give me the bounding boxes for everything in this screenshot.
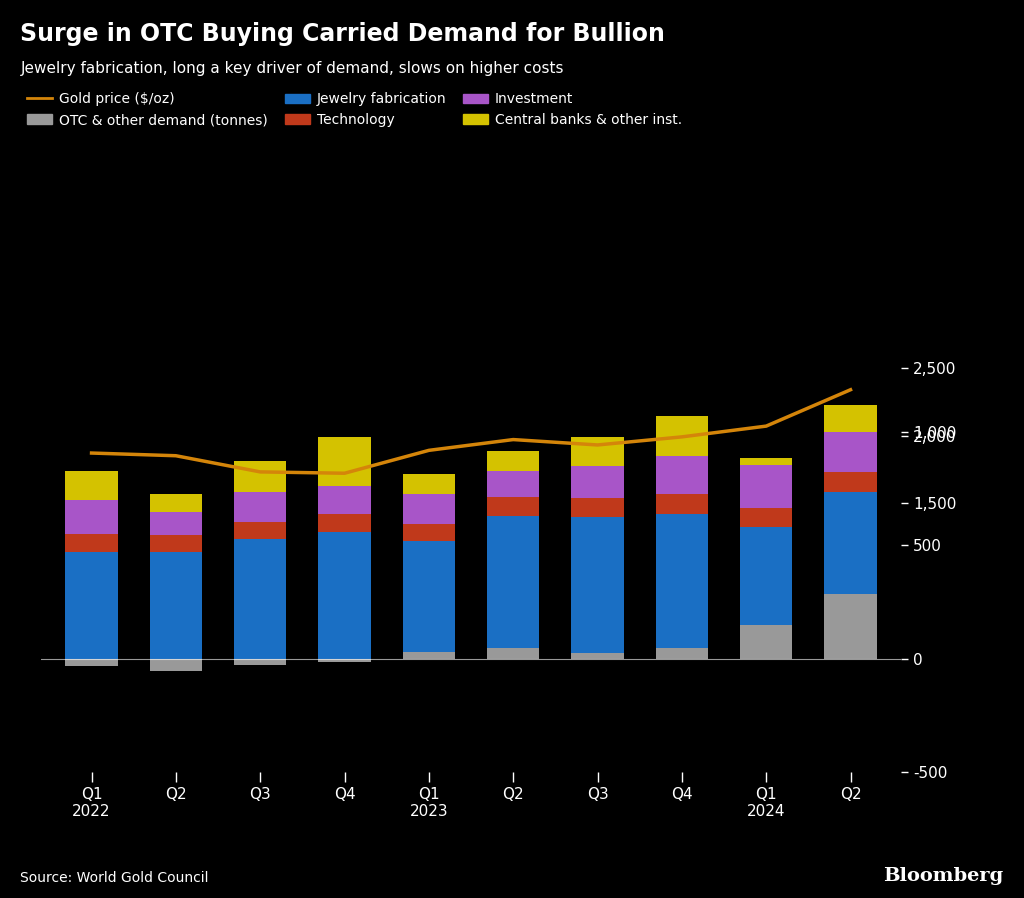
Bar	[150, 659, 202, 672]
Bar	[66, 534, 118, 552]
Bar	[234, 462, 287, 492]
Bar	[824, 471, 877, 492]
Bar	[318, 436, 371, 487]
Bar	[402, 495, 455, 524]
Bar	[571, 497, 624, 517]
Bar	[487, 497, 540, 516]
Bar	[655, 647, 708, 659]
Bar	[402, 652, 455, 659]
Bar	[571, 436, 624, 466]
Bar	[824, 432, 877, 471]
Bar	[655, 416, 708, 456]
Bar	[487, 452, 540, 471]
Bar	[740, 465, 793, 508]
Bar	[740, 527, 793, 625]
Text: Jewelry fabrication, long a key driver of demand, slows on higher costs: Jewelry fabrication, long a key driver o…	[20, 61, 564, 76]
Bar	[66, 471, 118, 500]
Bar	[655, 514, 708, 647]
Bar	[234, 659, 287, 665]
Text: Bloomberg: Bloomberg	[884, 867, 1004, 885]
Bar	[402, 541, 455, 652]
Bar	[318, 514, 371, 532]
Bar	[740, 625, 793, 659]
Bar	[487, 647, 540, 659]
Bar	[150, 512, 202, 534]
Text: Surge in OTC Buying Carried Demand for Bullion: Surge in OTC Buying Carried Demand for B…	[20, 22, 666, 47]
Bar	[318, 487, 371, 514]
Bar	[487, 516, 540, 647]
Bar	[655, 456, 708, 495]
Bar	[66, 500, 118, 534]
Bar	[150, 534, 202, 552]
Bar	[318, 659, 371, 662]
Bar	[150, 494, 202, 512]
Bar	[740, 508, 793, 527]
Bar	[150, 552, 202, 659]
Bar	[571, 517, 624, 653]
Bar	[740, 458, 793, 465]
Legend: Gold price ($/oz), OTC & other demand (tonnes), Jewelry fabrication, Technology,: Gold price ($/oz), OTC & other demand (t…	[28, 92, 682, 128]
Bar	[571, 466, 624, 497]
Bar	[234, 522, 287, 539]
Bar	[824, 405, 877, 432]
Bar	[66, 552, 118, 659]
Bar	[402, 474, 455, 495]
Bar	[234, 539, 287, 659]
Text: Source: World Gold Council: Source: World Gold Council	[20, 870, 209, 885]
Bar	[824, 594, 877, 659]
Bar	[234, 492, 287, 522]
Bar	[402, 524, 455, 541]
Bar	[66, 659, 118, 665]
Bar	[318, 532, 371, 659]
Bar	[824, 492, 877, 594]
Bar	[487, 471, 540, 497]
Bar	[571, 653, 624, 659]
Bar	[655, 495, 708, 514]
